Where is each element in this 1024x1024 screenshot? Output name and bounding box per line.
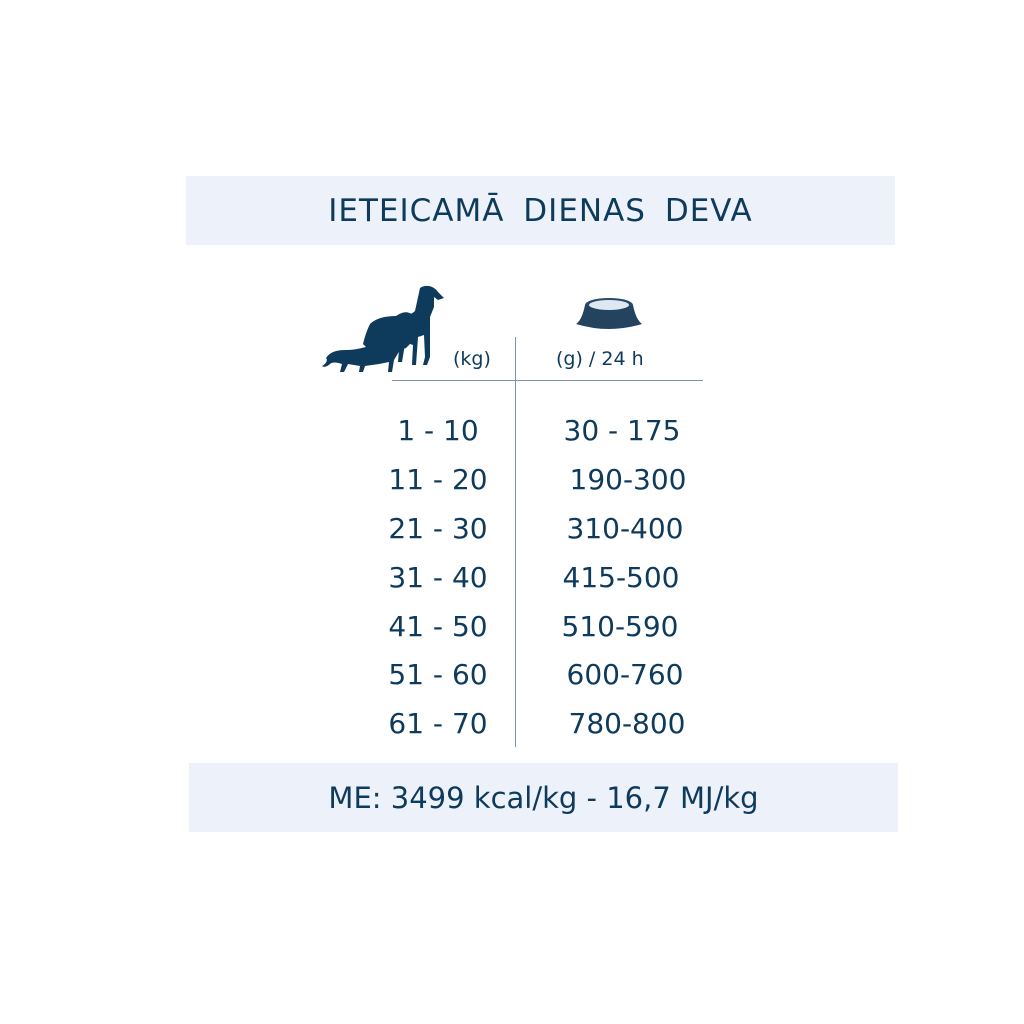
food-bowl-icon: [576, 298, 642, 329]
weight-cell: 51 - 60: [388, 658, 488, 691]
grams-cell: 310-400: [566, 512, 684, 545]
weight-cell: 41 - 50: [388, 610, 488, 643]
header-divider: [392, 380, 703, 381]
grams-cell: 190-300: [569, 463, 687, 496]
column-divider: [515, 337, 516, 747]
grams-cell: 510-590: [561, 610, 679, 643]
dogs-icon: [322, 285, 444, 372]
grams-cell: 780-800: [568, 707, 686, 740]
food-unit-header: (g) / 24 h: [556, 348, 644, 370]
grams-cell: 600-760: [566, 658, 684, 691]
weight-cell: 31 - 40: [388, 561, 488, 594]
weight-cell: 1 - 10: [397, 414, 479, 447]
weight-cell: 61 - 70: [388, 707, 488, 740]
energy-footer: ME: 3499 kcal/kg - 16,7 MJ/kg: [189, 763, 898, 832]
weight-cell: 21 - 30: [388, 512, 488, 545]
grams-cell: 30 - 175: [563, 414, 681, 447]
weight-unit-header: (kg): [453, 348, 491, 370]
grams-cell: 415-500: [562, 561, 680, 594]
page-title: IETEICAMĀ DIENAS DEVA: [186, 176, 895, 245]
weight-cell: 11 - 20: [388, 463, 488, 496]
